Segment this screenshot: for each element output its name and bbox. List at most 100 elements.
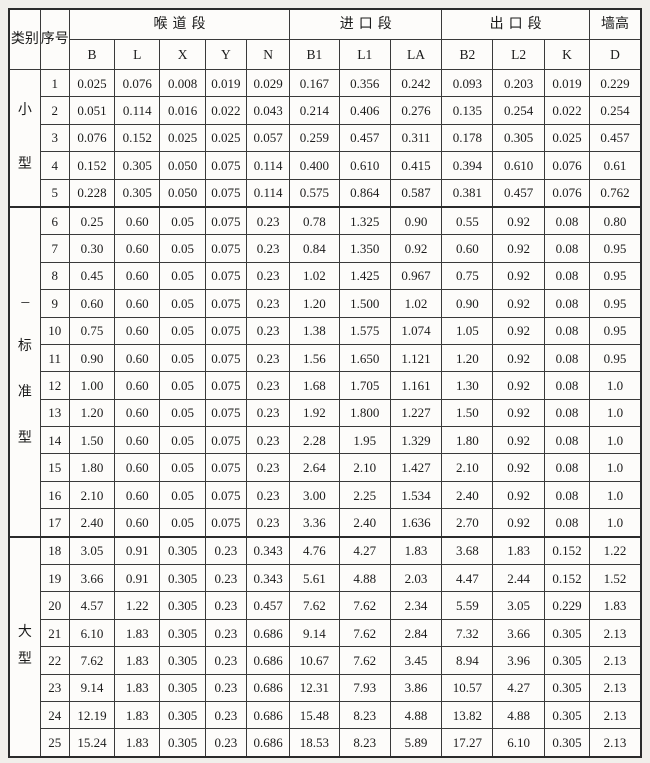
value-cell: 0.019 <box>543 68 591 98</box>
table-header: 类别 序号 喉道段 进口段 出口段 墙高 B L X Y N B1 L1 LA … <box>8 8 642 70</box>
category-cell: --- 标准型 <box>8 205 41 538</box>
value-cell: 0.076 <box>114 68 161 98</box>
value-cell: 0.025 <box>204 123 247 153</box>
value-cell: 0.23 <box>245 371 291 400</box>
value-cell: 0.80 <box>589 205 642 236</box>
row-number-cell: 18 <box>39 535 70 566</box>
value-cell: 0.08 <box>543 205 591 236</box>
category-cell: 小型 <box>8 68 41 208</box>
header-group-throat: 喉道段 <box>68 8 291 40</box>
table-row: 大型 18 3.05 0.91 0.305 0.23 0.343 4.76 4.27 1.83 3.… <box>8 535 642 758</box>
value-cell: 4.88 <box>389 700 443 730</box>
table-row: 17 2.40 0.60 0.05 0.075 0.23 3.36 2.40 1.636 2.70… <box>9 508 642 538</box>
value-cell: 1.22 <box>114 591 161 620</box>
value-cell: 1.0 <box>589 398 642 428</box>
value-cell: 0.076 <box>543 151 591 180</box>
value-cell: 0.23 <box>204 591 247 620</box>
value-cell: 8.23 <box>338 728 391 758</box>
value-cell: 0.92 <box>492 343 545 373</box>
value-cell: 0.051 <box>68 96 116 125</box>
header-col-Y: Y <box>204 39 247 70</box>
value-cell: 7.62 <box>68 646 116 675</box>
value-cell: 0.587 <box>389 178 443 208</box>
value-cell: 0.203 <box>492 68 545 98</box>
value-cell: 0.91 <box>114 535 161 566</box>
header-subcolumn-row: B L X Y N B1 L1 LA B2 L2 K D <box>9 39 642 70</box>
value-cell: 0.60 <box>114 343 161 373</box>
value-cell: 4.27 <box>338 535 391 566</box>
value-cell: 1.50 <box>441 398 494 428</box>
table-row: 12 1.00 0.60 0.05 0.075 0.23 1.68 1.705 1.161 1.3… <box>9 371 642 400</box>
value-cell: 0.178 <box>441 123 494 153</box>
value-cell: 0.84 <box>289 234 340 263</box>
header-col-B1: B1 <box>289 39 340 70</box>
header-col-L2: L2 <box>492 39 545 70</box>
value-cell: 1.56 <box>289 343 340 373</box>
value-cell: 15.48 <box>289 700 340 730</box>
value-cell: 7.62 <box>289 591 340 620</box>
value-cell: 0.057 <box>245 123 291 153</box>
value-cell: 1.575 <box>338 316 391 345</box>
value-cell: 0.019 <box>204 68 247 98</box>
value-cell: 1.0 <box>589 480 642 510</box>
value-cell: 0.762 <box>589 178 642 208</box>
value-cell: 0.60 <box>68 289 116 318</box>
row-number-cell: 8 <box>39 261 70 291</box>
table-row: 4 0.152 0.305 0.050 0.075 0.114 0.400 0.610 0.41… <box>9 151 642 180</box>
row-number-cell: 7 <box>39 234 70 263</box>
value-cell: 0.92 <box>492 508 545 538</box>
value-cell: 0.23 <box>245 261 291 291</box>
value-cell: 0.60 <box>114 480 161 510</box>
value-cell: 0.92 <box>389 234 443 263</box>
value-cell: 2.28 <box>289 426 340 455</box>
value-cell: 1.161 <box>389 371 443 400</box>
value-cell: 3.66 <box>68 564 116 593</box>
value-cell: 0.90 <box>389 205 443 236</box>
value-cell: 10.57 <box>441 673 494 702</box>
value-cell: 0.075 <box>204 205 247 236</box>
category-label: --- 标准型 <box>17 296 32 447</box>
value-cell: 12.19 <box>68 700 116 730</box>
value-cell: 0.92 <box>492 261 545 291</box>
value-cell: 3.45 <box>389 646 443 675</box>
value-cell: 2.40 <box>338 508 391 538</box>
value-cell: 0.305 <box>159 728 206 758</box>
value-cell: 0.610 <box>338 151 391 180</box>
value-cell: 2.13 <box>589 673 642 702</box>
value-cell: 1.0 <box>589 371 642 400</box>
value-cell: 1.0 <box>589 426 642 455</box>
value-cell: 1.52 <box>589 564 642 593</box>
header-col-B2: B2 <box>441 39 494 70</box>
value-cell: 0.075 <box>204 371 247 400</box>
table-row: 2 0.051 0.114 0.016 0.022 0.043 0.214 0.406 0.27… <box>9 96 642 125</box>
value-cell: 2.44 <box>492 564 545 593</box>
table-row: 20 4.57 1.22 0.305 0.23 0.457 7.62 7.62 2.34 5.59… <box>9 591 642 620</box>
value-cell: 0.05 <box>159 508 206 538</box>
value-cell: 2.13 <box>589 728 642 758</box>
value-cell: 1.800 <box>338 398 391 428</box>
value-cell: 4.76 <box>289 535 340 566</box>
value-cell: 1.0 <box>589 453 642 482</box>
value-cell: 0.08 <box>543 398 591 428</box>
value-cell: 13.82 <box>441 700 494 730</box>
category-label: 大型 <box>17 625 32 668</box>
value-cell: 0.60 <box>114 426 161 455</box>
value-cell: 1.20 <box>68 398 116 428</box>
value-cell: 0.167 <box>289 68 340 98</box>
value-cell: 0.967 <box>389 261 443 291</box>
row-number-cell: 21 <box>39 618 70 648</box>
value-cell: 9.14 <box>68 673 116 702</box>
value-cell: 7.62 <box>338 646 391 675</box>
value-cell: 0.229 <box>589 68 642 98</box>
value-cell: 0.23 <box>245 508 291 538</box>
value-cell: 0.305 <box>159 535 206 566</box>
value-cell: 0.076 <box>543 178 591 208</box>
value-cell: 0.050 <box>159 178 206 208</box>
value-cell: 1.074 <box>389 316 443 345</box>
table-row: 16 2.10 0.60 0.05 0.075 0.23 3.00 2.25 1.534 2.40… <box>9 480 642 510</box>
row-number-cell: 1 <box>39 68 70 98</box>
value-cell: 5.89 <box>389 728 443 758</box>
value-cell: 0.457 <box>245 591 291 620</box>
value-cell: 0.92 <box>492 205 545 236</box>
header-col-X: X <box>159 39 206 70</box>
